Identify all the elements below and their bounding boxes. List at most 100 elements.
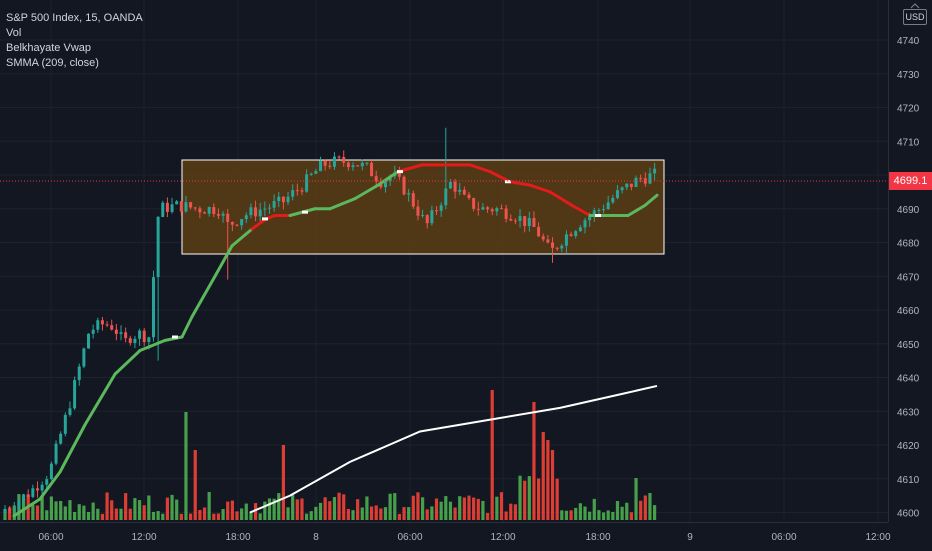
candle-body — [319, 160, 323, 172]
candle-body — [87, 333, 91, 349]
volume-bar — [244, 503, 248, 520]
range-rectangle[interactable] — [181, 159, 665, 255]
volume-bar — [73, 511, 77, 520]
volume-bar — [314, 506, 318, 520]
candle-body — [639, 177, 643, 179]
price-scale[interactable] — [888, 0, 932, 522]
candle-body — [416, 206, 420, 216]
volume-bar — [416, 492, 420, 520]
candle-body — [513, 220, 517, 222]
volume-bar — [96, 508, 100, 520]
volume-bar — [425, 509, 429, 520]
candle-body — [133, 338, 137, 343]
candle-body — [77, 366, 81, 381]
candle-body — [73, 380, 77, 409]
volume-bar — [305, 513, 309, 520]
volume-bar — [142, 505, 146, 520]
candle-body — [258, 209, 262, 217]
candle-body — [323, 160, 327, 166]
price-tick-label: 4630 — [897, 407, 920, 418]
candle-body — [161, 202, 165, 217]
symbol-title[interactable]: S&P 500 Index, 15, OANDA — [6, 12, 143, 24]
volume-bar — [156, 511, 160, 520]
volume-bar — [541, 432, 545, 520]
volume-bar — [351, 510, 355, 520]
volume-bar — [509, 503, 513, 520]
vwap-segment — [643, 193, 659, 207]
candle-body — [499, 208, 503, 210]
time-scale[interactable] — [0, 522, 888, 551]
candle-body — [8, 509, 12, 511]
price-tick-label: 4670 — [897, 272, 920, 283]
vwap-segment — [213, 244, 234, 278]
volume-bar — [82, 505, 86, 520]
candle-body — [314, 171, 318, 174]
volume-bar — [198, 509, 202, 520]
candle-body — [481, 207, 485, 210]
candle-body — [439, 205, 443, 211]
volume-bar — [578, 503, 582, 520]
candle-body — [328, 165, 332, 167]
volume-bar — [467, 495, 471, 520]
candle-body — [110, 325, 114, 330]
smma-indicator-label[interactable]: SMMA (209, close) — [6, 57, 99, 69]
volume-bar — [337, 492, 341, 520]
time-tick-label: 06:00 — [771, 532, 796, 543]
currency-badge[interactable]: USD — [903, 9, 927, 25]
candle-body — [365, 162, 369, 164]
volume-indicator-label[interactable]: Vol — [6, 27, 22, 39]
volume-bar — [634, 478, 638, 520]
volume-bar — [485, 513, 490, 520]
volume-bar — [226, 501, 230, 520]
volume-bar — [263, 501, 267, 520]
candle-body — [356, 165, 360, 167]
volume-bar — [518, 475, 522, 520]
volume-bar — [472, 497, 476, 520]
candle-body — [216, 214, 220, 216]
volume-bar — [648, 493, 652, 520]
volume-bar — [393, 493, 397, 520]
price-tick-label: 4640 — [897, 374, 920, 385]
price-tick-label: 4710 — [897, 137, 920, 148]
candle-body — [486, 207, 490, 210]
vwap-segment — [528, 183, 552, 194]
candle-body — [40, 484, 44, 491]
candle-body — [588, 216, 592, 221]
vwap-marker — [505, 180, 511, 184]
volume-bar — [105, 492, 109, 520]
volume-bar — [444, 496, 448, 520]
smma-line — [249, 384, 658, 514]
volume-bar — [462, 497, 466, 520]
candle-body — [45, 479, 49, 485]
candle-body — [370, 162, 374, 177]
volume-bar — [629, 512, 633, 520]
vwap-segment — [38, 470, 62, 501]
collapse-arrow-icon[interactable] — [904, 3, 926, 9]
candle-body — [212, 207, 216, 215]
candle-body — [244, 215, 248, 220]
candle-body — [179, 201, 183, 212]
volume-bar — [35, 505, 40, 520]
candle-body — [207, 207, 211, 214]
candle-body — [453, 181, 457, 192]
volume-bar — [258, 513, 262, 520]
volume-bar — [625, 502, 629, 520]
time-tick-label: 06:00 — [38, 532, 63, 543]
candle-body — [82, 348, 86, 367]
candle-body — [615, 190, 619, 198]
candle-body — [291, 190, 295, 197]
volume-bar — [532, 402, 536, 520]
candle-body — [360, 162, 364, 167]
candle-body — [388, 176, 392, 182]
volume-bar — [91, 502, 95, 520]
vwap-indicator-label[interactable]: Belkhayate Vwap — [6, 42, 91, 54]
candle-body — [105, 324, 109, 326]
candle-body — [574, 231, 578, 237]
candle-body — [59, 433, 63, 444]
volume-bar — [620, 506, 624, 520]
candle-body — [12, 508, 16, 510]
candle-body — [226, 213, 230, 222]
candle-body — [448, 181, 452, 189]
volume-bar — [476, 498, 480, 520]
